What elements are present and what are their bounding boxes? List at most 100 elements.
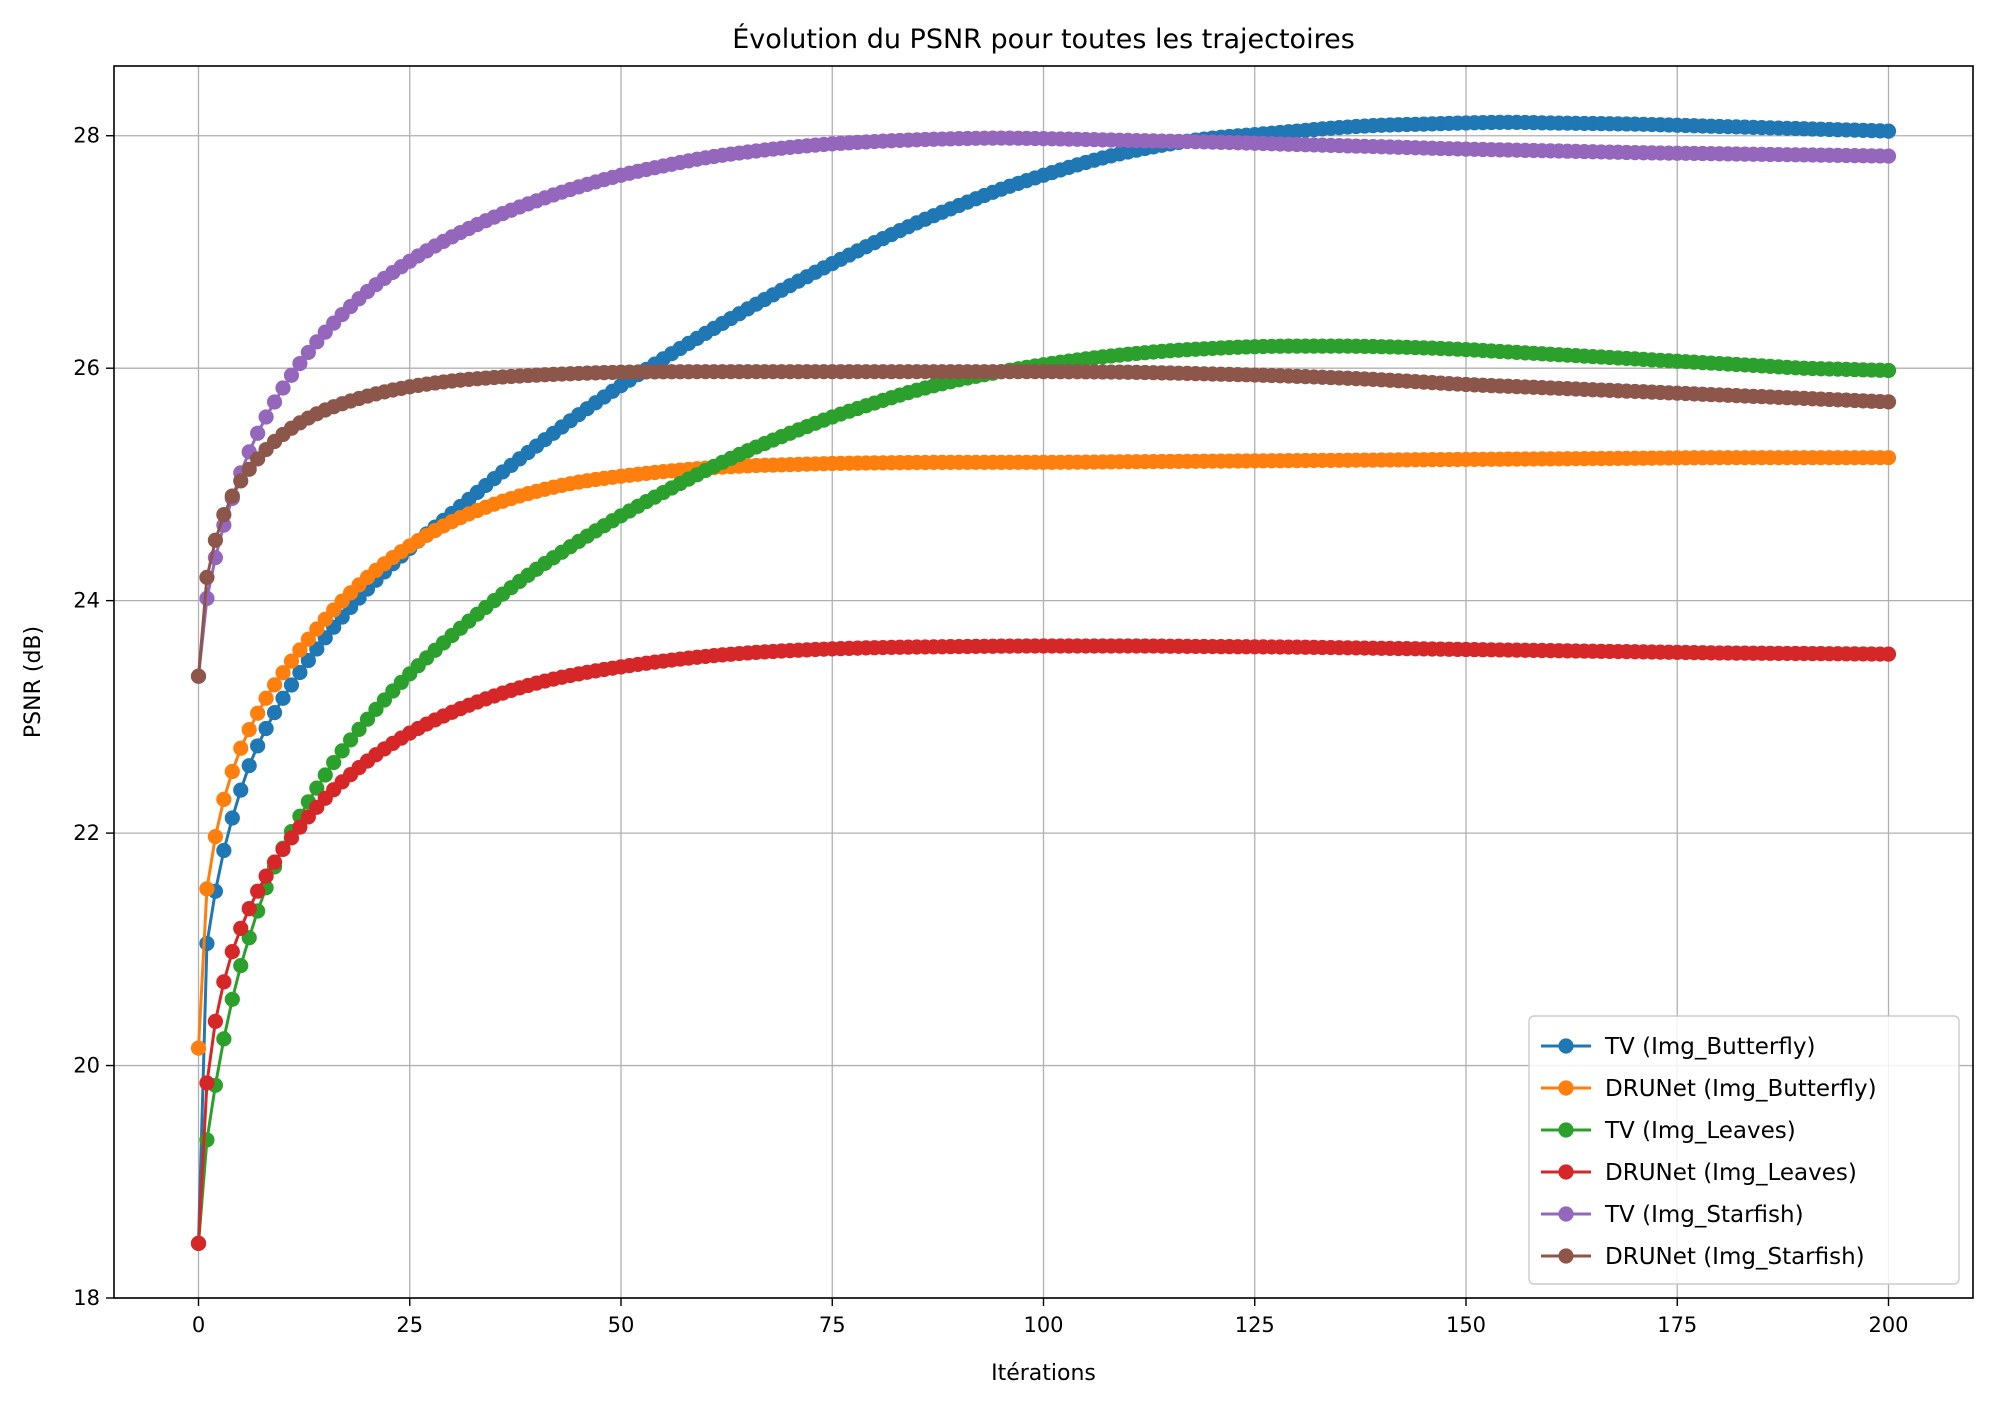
legend-marker-swatch <box>1558 1080 1574 1096</box>
data-point <box>283 367 300 383</box>
data-point <box>216 974 232 990</box>
data-point <box>199 881 215 897</box>
data-point <box>1880 362 1897 379</box>
legend-item: DRUNet (Img_Butterfly) <box>1541 1076 1877 1102</box>
data-point <box>233 473 249 489</box>
data-point <box>224 488 240 504</box>
data-point <box>224 944 240 960</box>
data-point <box>266 704 283 721</box>
data-point <box>224 991 240 1007</box>
data-point <box>283 830 300 846</box>
data-point <box>199 935 215 952</box>
data-point <box>224 763 240 780</box>
y-tick-label: 24 <box>73 589 100 613</box>
data-point <box>216 842 232 859</box>
data-point <box>300 344 316 361</box>
x-tick-label: 150 <box>1446 1313 1486 1337</box>
y-axis-label: PSNR (dB) <box>21 626 46 738</box>
series-6 <box>190 364 1897 684</box>
data-point <box>250 705 266 721</box>
series-5 <box>190 130 1897 684</box>
legend-label: TV (Img_Starfish) <box>1604 1202 1804 1228</box>
x-tick-label: 75 <box>819 1313 846 1337</box>
y-tick-label: 22 <box>73 821 100 845</box>
x-tick-label: 125 <box>1235 1313 1275 1337</box>
data-point <box>283 677 300 693</box>
data-point <box>250 883 266 899</box>
data-point <box>233 957 249 974</box>
legend-item: TV (Img_Leaves) <box>1541 1118 1796 1144</box>
x-tick-label: 0 <box>192 1313 205 1337</box>
x-tick-label: 200 <box>1868 1313 1908 1337</box>
y-tick-label: 26 <box>73 356 100 380</box>
legend-item: TV (Img_Starfish) <box>1541 1202 1804 1228</box>
legend-item: DRUNet (Img_Leaves) <box>1541 1160 1857 1186</box>
data-point <box>258 409 274 425</box>
data-point <box>326 754 342 771</box>
data-point <box>207 1013 223 1029</box>
data-point <box>207 828 223 845</box>
data-point <box>292 664 308 681</box>
data-point <box>300 652 316 669</box>
data-point <box>283 653 300 669</box>
data-point <box>199 590 215 606</box>
data-point <box>266 394 283 410</box>
legend-item: DRUNet (Img_Starfish) <box>1541 1244 1865 1270</box>
data-point <box>300 631 316 647</box>
data-point <box>1880 394 1897 410</box>
data-point <box>317 767 333 783</box>
data-point <box>343 732 359 748</box>
x-tick-label: 100 <box>1023 1313 1063 1337</box>
data-point <box>359 711 376 727</box>
legend-marker-swatch <box>1558 1248 1574 1264</box>
data-point <box>241 758 257 774</box>
y-tick-label: 28 <box>73 124 100 148</box>
data-point <box>334 743 350 759</box>
data-point <box>275 380 291 396</box>
data-point <box>190 668 207 684</box>
data-point <box>1880 646 1897 662</box>
data-point <box>233 782 249 798</box>
data-point <box>190 1040 207 1056</box>
legend-label: DRUNet (Img_Starfish) <box>1605 1244 1865 1270</box>
data-point <box>258 720 274 737</box>
series-4 <box>190 638 1897 1251</box>
axis-ticks: 0 25 50 75 100 125 150 175 200 18 20 22 24 26 28 <box>73 124 1908 1337</box>
y-tick-label: 20 <box>73 1054 100 1078</box>
data-point <box>1880 148 1897 164</box>
series-layer <box>190 114 1897 1251</box>
x-tick-label: 25 <box>396 1313 423 1337</box>
data-point <box>241 461 257 477</box>
legend-marker-swatch <box>1558 1122 1574 1138</box>
data-point <box>233 920 249 937</box>
data-point <box>1880 450 1897 466</box>
data-point <box>233 740 249 756</box>
x-tick-label: 175 <box>1657 1313 1697 1337</box>
legend-label: TV (Img_Leaves) <box>1604 1118 1796 1144</box>
data-point <box>258 868 274 884</box>
data-point <box>216 791 232 807</box>
data-point <box>275 690 291 706</box>
series-1 <box>190 114 1897 1251</box>
data-point <box>250 425 266 441</box>
data-point <box>309 780 325 796</box>
data-point <box>292 819 308 835</box>
data-point <box>241 901 257 917</box>
data-point <box>258 690 274 706</box>
x-axis-label: Itérations <box>991 1361 1096 1386</box>
data-point <box>241 722 257 738</box>
data-point <box>190 1235 207 1251</box>
data-point <box>250 738 266 754</box>
data-point <box>266 854 283 870</box>
data-point <box>351 721 367 738</box>
legend-label: DRUNet (Img_Leaves) <box>1605 1160 1857 1186</box>
data-point <box>292 355 308 372</box>
data-point <box>216 507 232 523</box>
data-point <box>292 642 308 658</box>
data-point <box>1880 123 1897 139</box>
x-tick-label: 50 <box>608 1313 635 1337</box>
data-point <box>224 810 240 826</box>
data-point <box>199 569 215 586</box>
legend-box <box>1528 1015 1960 1285</box>
